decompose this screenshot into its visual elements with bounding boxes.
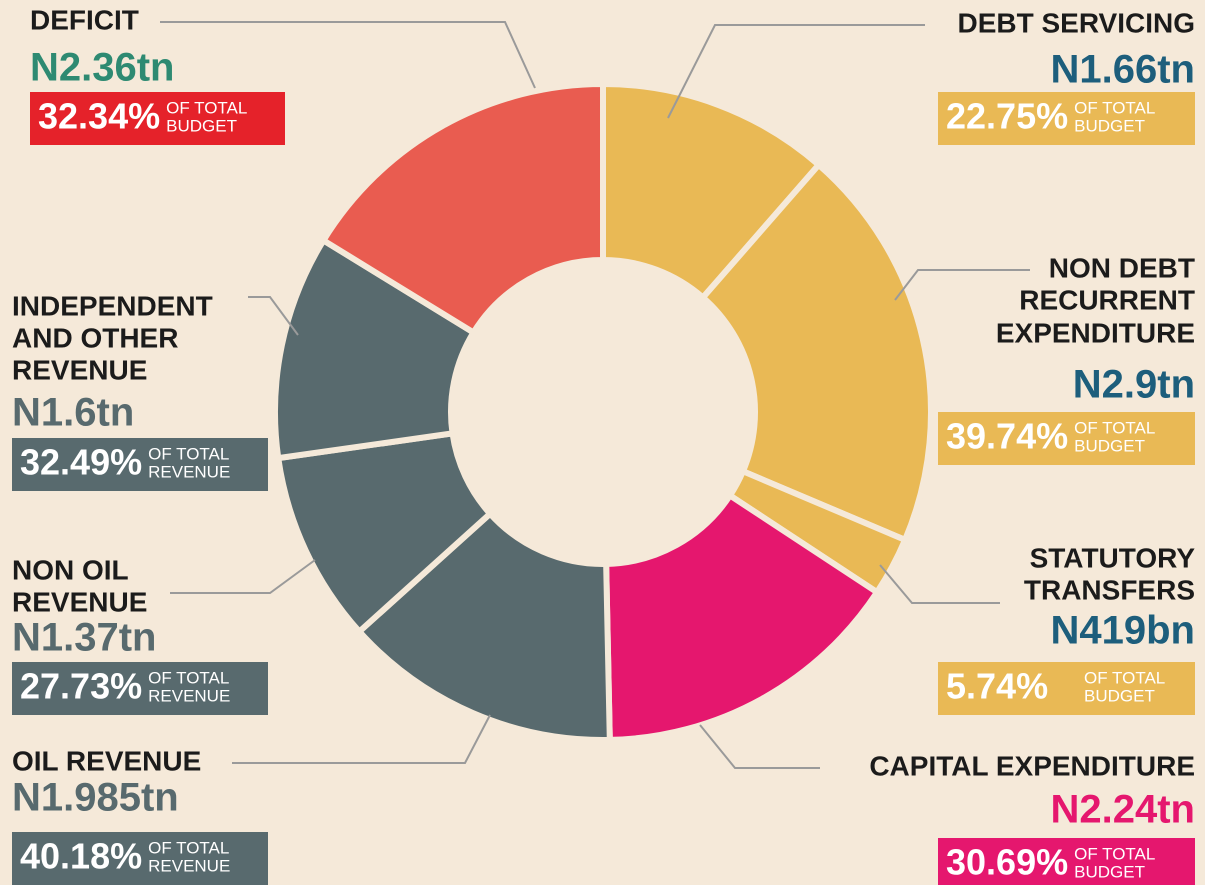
category-label: EXPENDITURE [996, 317, 1195, 348]
share-basis: BUDGET [166, 116, 237, 135]
category-label: INDEPENDENT [12, 290, 213, 321]
category-label: AND OTHER [12, 322, 178, 353]
amount-label: N1.66tn [1051, 48, 1196, 92]
leader-line [248, 296, 299, 336]
amount-label: N1.37tn [12, 616, 157, 660]
category-label: DEBT SERVICING [957, 7, 1195, 38]
share-basis: OF TOTAL [148, 444, 229, 463]
leader-line [160, 21, 536, 89]
category-label: STATUTORY [1030, 542, 1196, 573]
leader-line [170, 559, 316, 594]
share-box [938, 662, 1195, 715]
share-box [12, 662, 268, 715]
donut-slice [603, 491, 882, 743]
share-basis: BUDGET [1084, 686, 1155, 705]
share-basis: OF TOTAL [1074, 418, 1155, 437]
share-box [12, 438, 268, 491]
category-label: TRANSFERS [1024, 574, 1195, 605]
category-label: REVENUE [12, 586, 147, 617]
share-label: 32.49% [20, 442, 142, 483]
amount-label: N2.36tn [30, 46, 175, 90]
share-basis: REVENUE [148, 462, 230, 481]
amount-label: N1.985tn [12, 776, 179, 820]
share-label: 32.34% [38, 96, 160, 137]
share-basis: OF TOTAL [148, 838, 229, 857]
category-label: OIL REVENUE [12, 745, 201, 776]
share-basis: OF TOTAL [166, 98, 247, 117]
share-basis: REVENUE [148, 686, 230, 705]
share-basis: REVENUE [148, 856, 230, 875]
share-label: 30.69% [946, 842, 1068, 883]
category-label: NON OIL [12, 554, 129, 585]
amount-label: N1.6tn [12, 391, 134, 435]
share-box [938, 92, 1195, 145]
category-label: CAPITAL EXPENDITURE [869, 750, 1195, 781]
leader-line [894, 269, 1030, 301]
share-basis: OF TOTAL [1084, 668, 1165, 687]
category-label: RECURRENT [1019, 284, 1195, 315]
donut-slice [698, 160, 934, 544]
leader-line [232, 714, 491, 764]
share-box [938, 838, 1195, 885]
category-label: DEFICIT [30, 4, 139, 35]
share-box [12, 832, 268, 885]
donut-slice [272, 236, 478, 462]
share-basis: OF TOTAL [1074, 98, 1155, 117]
share-basis: BUDGET [1074, 862, 1145, 881]
category-label: NON DEBT [1049, 252, 1195, 283]
category-label: REVENUE [12, 354, 147, 385]
donut-slice [355, 509, 613, 743]
amount-label: N2.9tn [1073, 363, 1195, 407]
share-label: 39.74% [946, 416, 1068, 457]
share-box [30, 92, 285, 145]
share-basis: OF TOTAL [148, 668, 229, 687]
leader-line [699, 724, 820, 769]
share-box [938, 412, 1195, 465]
share-basis: BUDGET [1074, 116, 1145, 135]
share-label: 5.74% [946, 666, 1048, 707]
leader-line [879, 564, 1000, 604]
share-basis: OF TOTAL [1074, 844, 1155, 863]
amount-label: N2.24tn [1051, 788, 1196, 832]
share-label: 40.18% [20, 836, 142, 877]
amount-label: N419bn [1051, 609, 1196, 653]
donut-slice [319, 80, 606, 337]
leader-line [667, 24, 925, 119]
share-basis: BUDGET [1074, 436, 1145, 455]
share-label: 22.75% [946, 96, 1068, 137]
share-label: 27.73% [20, 666, 142, 707]
donut-slice [600, 80, 823, 302]
